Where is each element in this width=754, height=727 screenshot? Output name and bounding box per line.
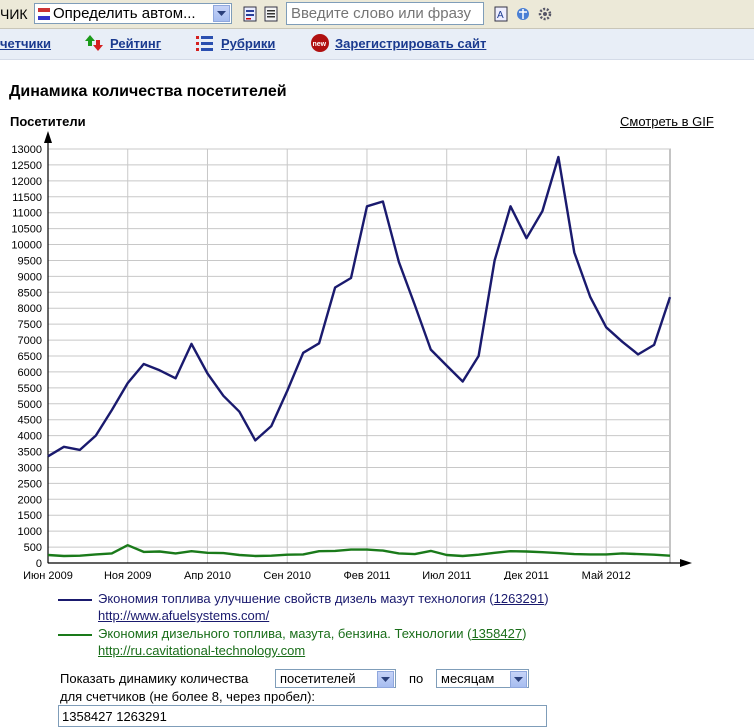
y-tick-label: 3500	[18, 447, 42, 459]
show-dynamics-label: Показать динамику количества	[60, 671, 249, 686]
counters-label: для счетчиков (не более 8, через пробел)…	[60, 689, 316, 704]
dictionary-icon[interactable]: A	[494, 6, 508, 22]
nav-rubrics-link[interactable]: Рубрики	[221, 36, 276, 51]
chevron-down-icon[interactable]	[377, 671, 394, 688]
y-tick-label: 8000	[18, 303, 42, 315]
x-tick-label: Апр 2010	[184, 570, 231, 580]
page-title: Динамика количества посетителей	[9, 83, 287, 100]
period-select[interactable]: месяцам	[436, 669, 529, 688]
language-select[interactable]: Определить автом...	[34, 3, 232, 24]
toolbar-clipped-text: ЧИК	[0, 6, 28, 22]
legend-id-2[interactable]: 1358427	[471, 626, 523, 641]
visitors-line-chart: 0 500 1000 1500 2000 2500 3000 3500 4000 4500 5000…	[11, 131, 692, 580]
browser-toolbar: ЧИК Определить автом... A	[0, 0, 754, 29]
y-tick-label: 9500	[18, 255, 42, 267]
document-icon[interactable]	[264, 6, 278, 22]
y-tick-label: 10500	[11, 224, 42, 236]
chevron-down-icon[interactable]	[510, 671, 527, 688]
y-tick-label: 5500	[18, 383, 42, 395]
x-tick-label: Фев 2011	[343, 570, 390, 580]
y-tick-label: 500	[24, 542, 42, 554]
language-select-value: Определить автом...	[53, 5, 196, 22]
y-tick-label: 1500	[18, 510, 42, 522]
legend-name-1: Экономия топлива улучшение свойств дизел…	[98, 591, 486, 606]
legend-url-1[interactable]: http://www.afuelsystems.com/	[98, 608, 270, 623]
by-label: по	[409, 671, 424, 686]
y-tick-label: 0	[36, 558, 42, 570]
nav-rating-link[interactable]: Рейтинг	[110, 36, 162, 51]
legend-url-2[interactable]: http://ru.cavitational-technology.com	[98, 643, 306, 658]
chevron-down-icon[interactable]	[213, 5, 230, 22]
x-tick-label: Июл 2011	[422, 570, 471, 580]
y-tick-label: 7000	[18, 335, 42, 347]
y-axis-label: Посетители	[10, 114, 86, 129]
view-gif-link[interactable]: Смотреть в GIF	[620, 114, 714, 129]
rubrics-list-icon	[195, 33, 215, 53]
metric-select-value: посетителей	[280, 671, 356, 686]
y-tick-label: 5000	[18, 399, 42, 411]
period-select-value: месяцам	[441, 671, 495, 686]
legend-swatch-1	[58, 598, 92, 601]
y-tick-label: 6500	[18, 351, 42, 363]
series-line-2	[47, 544, 671, 558]
y-tick-label: 11500	[12, 192, 42, 204]
metric-select[interactable]: посетителей	[275, 669, 396, 688]
legend-swatch-2	[58, 633, 92, 636]
y-tick-label: 4500	[18, 415, 42, 427]
y-tick-label: 8500	[18, 287, 42, 299]
y-tick-label: 2500	[18, 478, 42, 490]
nav-register-link[interactable]: Зарегистрировать сайт	[335, 36, 487, 51]
y-tick-label: 4000	[18, 431, 42, 443]
legend-id-1[interactable]: 1263291	[493, 591, 545, 606]
y-tick-label: 1000	[18, 526, 42, 538]
nav-counters-link[interactable]: четчики	[0, 36, 52, 51]
y-tick-label: 6000	[18, 367, 42, 379]
y-axis-arrow	[44, 131, 52, 143]
legend-entry-1: Экономия топлива улучшение свойств дизел…	[58, 591, 549, 606]
y-tick-label: 11000	[12, 208, 42, 220]
y-tick-label: 13000	[11, 144, 42, 156]
x-tick-label: Май 2012	[582, 570, 631, 580]
x-tick-label: Дек 2011	[504, 570, 549, 580]
site-navigation: четчики Рейтинг Рубрики new Зарегистриро…	[0, 29, 754, 60]
rating-arrows-icon	[84, 33, 104, 53]
y-tick-label: 10000	[11, 240, 42, 252]
legend-name-2: Экономия дизельного топлива, мазута, бен…	[98, 626, 464, 641]
x-tick-label: Июн 2009	[23, 570, 73, 580]
y-tick-label: 12000	[11, 176, 42, 188]
y-tick-label: 7500	[18, 319, 42, 331]
gear-icon[interactable]	[538, 6, 552, 22]
x-tick-label: Ноя 2009	[104, 570, 152, 580]
search-input[interactable]	[286, 2, 484, 25]
svg-text:new: new	[313, 41, 327, 48]
x-tick-label: Сен 2010	[263, 570, 311, 580]
translate-icon[interactable]	[516, 6, 530, 22]
y-tick-label: 9000	[18, 271, 42, 283]
new-badge-icon: new	[310, 33, 330, 53]
x-axis-arrow	[680, 559, 692, 567]
series-line-1	[47, 155, 672, 458]
svg-text:A: A	[497, 10, 504, 21]
flag-icon	[38, 8, 50, 20]
legend-entry-2: Экономия дизельного топлива, мазута, бен…	[58, 626, 526, 641]
y-tick-label: 3000	[18, 462, 42, 474]
translate-page-icon[interactable]	[243, 6, 257, 22]
y-tick-label: 2000	[18, 494, 42, 506]
y-tick-label: 12500	[11, 160, 42, 172]
